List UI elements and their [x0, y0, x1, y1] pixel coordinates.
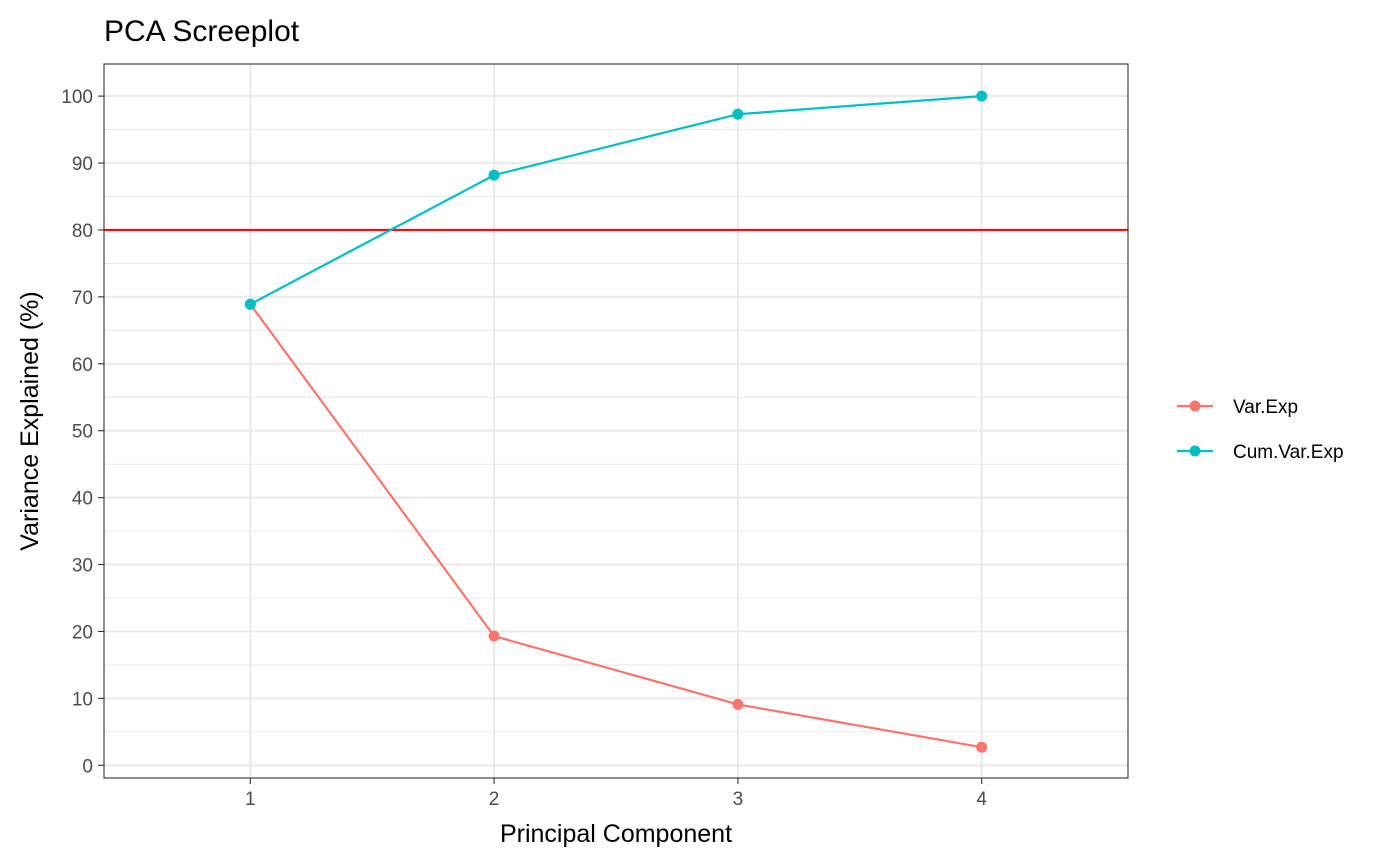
- series-layer: [244, 90, 988, 753]
- y-tick-label: 60: [72, 355, 93, 376]
- y-tick-label: 90: [72, 154, 93, 175]
- data-point-Cum.Var.Exp: [976, 90, 988, 102]
- data-point-Cum.Var.Exp: [488, 169, 500, 181]
- y-tick-label: 40: [72, 489, 93, 510]
- x-tick-label: 3: [733, 789, 744, 810]
- y-tick-label: 10: [72, 689, 93, 710]
- x-tick-label: 2: [489, 789, 500, 810]
- x-tick-label: 1: [245, 789, 256, 810]
- data-point-Var.Exp: [976, 741, 988, 753]
- panel-border: [103, 63, 1129, 779]
- y-tick-label: 80: [72, 221, 93, 242]
- legend-key-point: [1189, 445, 1201, 457]
- data-point-Var.Exp: [732, 698, 744, 710]
- y-tick-label: 100: [61, 87, 93, 108]
- data-point-Cum.Var.Exp: [244, 298, 256, 310]
- x-axis-title: Principal Component: [500, 820, 732, 848]
- series-line-Cum.Var.Exp: [249, 95, 982, 306]
- y-tick-label: 20: [72, 622, 93, 643]
- legend: Var.Exp Cum.Var.Exp: [1177, 397, 1344, 463]
- legend-key-point: [1189, 400, 1201, 412]
- legend-label: Var.Exp: [1233, 397, 1298, 418]
- y-tick-label: 50: [72, 422, 93, 443]
- x-tick-label: 4: [976, 789, 987, 810]
- y-tick-label: 70: [72, 288, 93, 309]
- ticks-layer: 0 10 20 30 40 50 60 70 80 90 100 1 2 3 4: [61, 87, 987, 810]
- data-point-Var.Exp: [488, 630, 500, 642]
- grid-layer: [104, 64, 1128, 778]
- chart-title: PCA Screeplot: [104, 15, 300, 48]
- y-tick-label: 30: [72, 556, 93, 577]
- y-tick-label: 0: [82, 756, 93, 777]
- legend-label: Cum.Var.Exp: [1233, 442, 1344, 463]
- data-point-Cum.Var.Exp: [732, 108, 744, 120]
- series-line-Var.Exp: [249, 303, 982, 749]
- y-axis-title: Variance Explained (%): [16, 291, 44, 550]
